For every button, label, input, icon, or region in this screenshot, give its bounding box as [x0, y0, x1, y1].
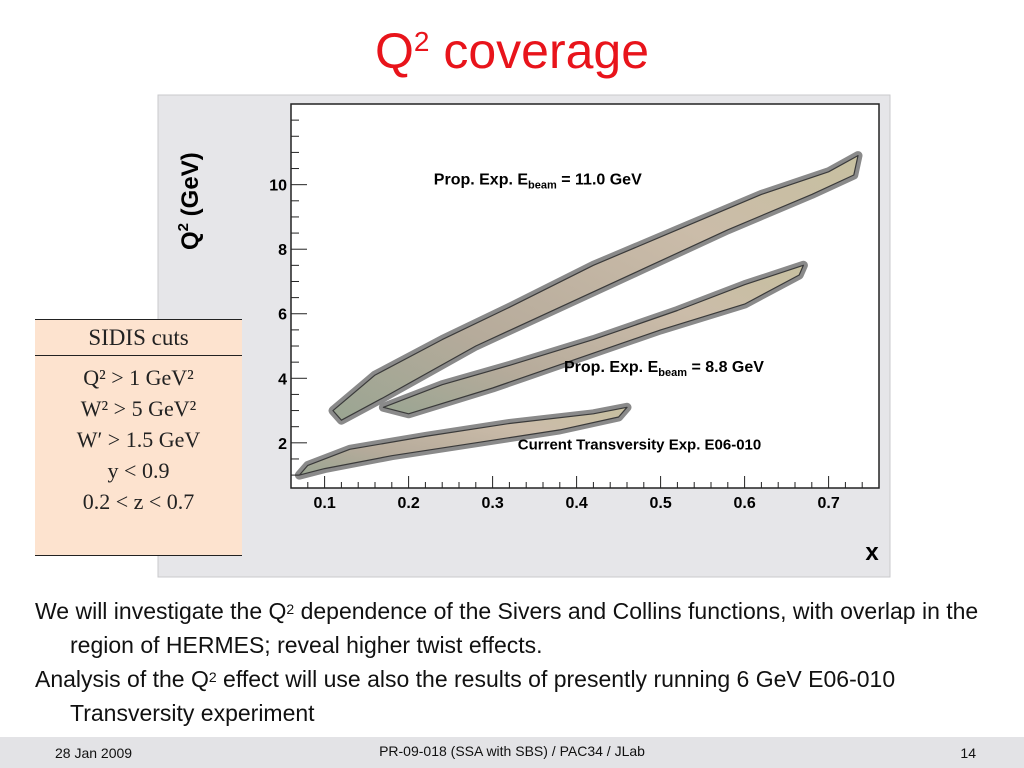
footer-page-number: 14 — [960, 745, 976, 761]
y-tick-label: 8 — [278, 242, 287, 259]
cut-w2: W² > 5 GeV² — [80, 396, 197, 421]
bullet-1-text-b: dependence of the Sivers and Collins fun… — [70, 598, 979, 658]
footer-center: PR-09-018 (SSA with SBS) / PAC34 / JLab — [379, 743, 645, 759]
y-tick-label: 4 — [278, 371, 287, 388]
q2-coverage-chart: 0.1 0.2 0.3 0.4 0.5 0.6 0.7 2 4 6 8 10 Prop. Exp. … — [157, 94, 891, 578]
sidis-cuts-box: SIDIS cuts Q² > 1 GeV² W² > 5 GeV² W′ > … — [35, 319, 242, 556]
band-0 — [332, 155, 859, 421]
coverage-bands — [294, 151, 863, 480]
chart-annotations: Prop. Exp. Ebeam = 11.0 GeV Prop. Exp. Eb… — [434, 172, 764, 454]
title-sup: 2 — [413, 26, 430, 57]
sidis-cuts-header: SIDIS cuts — [35, 320, 242, 356]
x-tick-label: 0.6 — [733, 495, 755, 512]
y-axis-label-main: Q — [177, 231, 204, 250]
cut-wprime: W′ > 1.5 GeV — [76, 427, 201, 452]
bullet-1: We will investigate the Q2 dependence of… — [35, 594, 1005, 662]
cut-y: y < 0.9 — [107, 458, 170, 483]
y-tick-label: 10 — [269, 178, 287, 195]
x-axis-label: x — [865, 539, 879, 566]
cut-z: 0.2 < z < 0.7 — [82, 489, 195, 514]
y-axis-label-rest: (GeV) — [177, 152, 204, 223]
x-tick-label: 0.3 — [481, 495, 503, 512]
title-rest: coverage — [429, 23, 650, 79]
sidis-cuts-list: Q² > 1 GeV² W² > 5 GeV² W′ > 1.5 GeV y <… — [35, 356, 242, 517]
bullet-2: Analysis of the Q2 effect will use also … — [35, 662, 1005, 730]
x-tick-label: 0.7 — [817, 495, 839, 512]
y-axis: 2 4 6 8 10 — [269, 119, 307, 476]
x-axis: 0.1 0.2 0.3 0.4 0.5 0.6 0.7 — [290, 476, 880, 512]
bullet-2-text-b: effect will use also the results of pres… — [70, 666, 896, 726]
bullet-2-text-a: Analysis of the Q — [35, 666, 209, 692]
x-tick-label: 0.2 — [397, 495, 419, 512]
annotation-2: Current Transversity Exp. E06-010 — [518, 436, 761, 453]
y-tick-label: 2 — [278, 436, 287, 453]
x-tick-label: 0.1 — [313, 495, 335, 512]
slide-bullets: We will investigate the Q2 dependence of… — [35, 594, 1005, 730]
footer-date: 28 Jan 2009 — [55, 745, 133, 761]
band-2 — [298, 406, 628, 476]
annotation-0: Prop. Exp. Ebeam = 11.0 GeV — [434, 172, 642, 192]
x-tick-label: 0.5 — [649, 495, 671, 512]
x-tick-label: 0.4 — [565, 495, 587, 512]
annotation-1: Prop. Exp. Ebeam = 8.8 GeV — [564, 359, 764, 379]
cut-q2: Q² > 1 GeV² — [83, 365, 194, 390]
band-1 — [382, 264, 805, 415]
bullet-2-sup: 2 — [208, 669, 217, 685]
bullet-1-text-a: We will investigate the Q — [35, 598, 287, 624]
bullet-1-sup: 2 — [286, 601, 295, 617]
slide-title: Q2 coverage — [0, 22, 1024, 80]
slide-footer: 28 Jan 2009 PR-09-018 (SSA with SBS) / P… — [0, 737, 1024, 768]
y-axis-label: Q2 (GeV) — [175, 152, 204, 250]
y-axis-label-sup: 2 — [175, 223, 192, 231]
svg-text:Q2 (GeV): Q2 (GeV) — [175, 152, 204, 250]
title-main: Q — [374, 23, 414, 79]
y-tick-label: 6 — [278, 307, 287, 324]
